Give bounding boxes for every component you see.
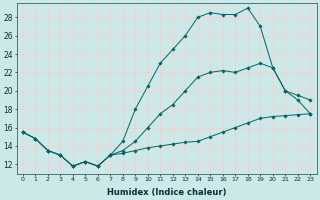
X-axis label: Humidex (Indice chaleur): Humidex (Indice chaleur) [107, 188, 226, 197]
